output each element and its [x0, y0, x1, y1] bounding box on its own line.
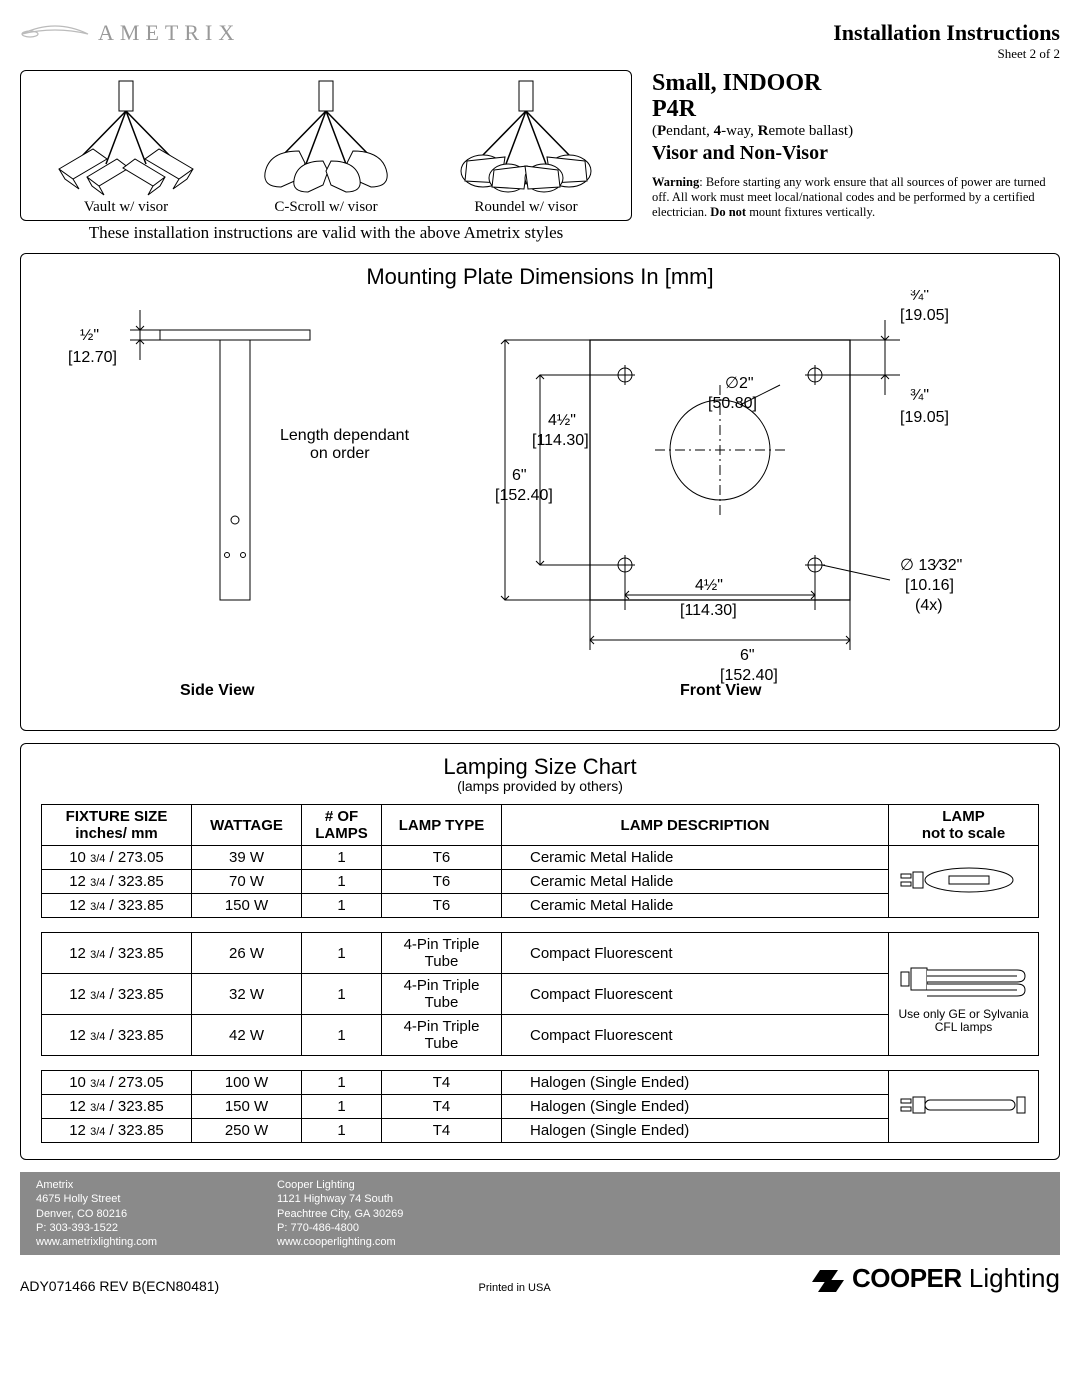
style-cscroll-label: C-Scroll w/ visor [231, 199, 421, 216]
footer-band: Ametrix 4675 Holly Street Denver, CO 802… [20, 1172, 1060, 1255]
dim-screw-qty: (4x) [915, 597, 943, 614]
style-vault: Vault w/ visor [31, 79, 221, 216]
dim-34-top-in: ¾" [910, 290, 929, 304]
vault-visor-icon [31, 79, 221, 199]
style-cscroll: C-Scroll w/ visor [231, 79, 421, 216]
table-row: 10 3/4 / 273.05100 W1T4Halogen (Single E… [42, 1071, 1039, 1095]
lamp-rows-1: 10 3/4 / 273.0539 W1T6Ceramic Metal Hali… [42, 846, 1039, 918]
model-name: Small, INDOOR P4R [652, 70, 1060, 123]
lamping-title: Lamping Size Chart [41, 754, 1039, 780]
doc-code: ADY071466 REV B(ECN80481) [20, 1278, 219, 1294]
style-roundel: Roundel w/ visor [431, 79, 621, 216]
diagram-box: Mounting Plate Dimensions In [mm] ½" [12… [20, 253, 1060, 731]
styles-note: These installation instructions are vali… [20, 223, 632, 243]
dim-half-mm: [12.70] [68, 349, 117, 366]
brand-text: AMETRIX [98, 20, 240, 46]
model-subtype: (Pendant, 4-way, Remote ballast) [652, 123, 1060, 140]
th-wattage: WATTAGE [192, 805, 302, 846]
dim-6-in: 6" [512, 467, 527, 484]
bottom-row: ADY071466 REV B(ECN80481) Printed in USA… [20, 1263, 1060, 1294]
dim-34-top-mm: [19.05] [900, 307, 949, 324]
footer-col2: Cooper Lighting 1121 Highway 74 South Pe… [277, 1178, 403, 1249]
model-warning: Warning: Before starting any work ensure… [652, 175, 1060, 220]
brand-swoosh-icon [20, 20, 90, 46]
doc-sheet: Sheet 2 of 2 [833, 46, 1060, 62]
th-type: LAMP TYPE [382, 805, 502, 846]
dim-hole-in: ∅2" [725, 375, 754, 392]
lamping-box: Lamping Size Chart (lamps provided by ot… [20, 743, 1060, 1160]
dim-4half-h-in: 4½" [695, 577, 723, 594]
side-view-label: Side View [180, 682, 255, 699]
lamping-subtitle: (lamps provided by others) [41, 778, 1039, 794]
style-vault-label: Vault w/ visor [31, 199, 221, 216]
table-row: 12 3/4 / 323.8526 W14-Pin Triple TubeCom… [42, 933, 1039, 974]
th-fixture: FIXTURE SIZE inches/ mm [42, 805, 192, 846]
brand-logo: AMETRIX [20, 20, 240, 46]
lamp-rows-2: 12 3/4 / 323.8526 W14-Pin Triple TubeCom… [42, 933, 1039, 1056]
roundel-visor-icon [431, 79, 621, 199]
model-info: Small, INDOOR P4R (Pendant, 4-way, Remot… [642, 70, 1060, 243]
th-desc: LAMP DESCRIPTION [502, 805, 889, 846]
lamp-table-1: FIXTURE SIZE inches/ mm WATTAGE # OF LAM… [41, 804, 1039, 918]
dim-34-bot-mm: [19.05] [900, 409, 949, 426]
dim-6-h-in: 6" [740, 647, 755, 664]
footer-col1: Ametrix 4675 Holly Street Denver, CO 802… [36, 1178, 157, 1249]
dim-4half-mm: [114.30] [532, 432, 589, 449]
cooper-logo: COOPER Lighting [810, 1263, 1060, 1294]
dim-screw-in: ∅ 13⁄32" [900, 557, 962, 574]
length-note-l2: on order [310, 445, 370, 462]
doc-title-block: Installation Instructions Sheet 2 of 2 [833, 20, 1060, 62]
style-roundel-label: Roundel w/ visor [431, 199, 621, 216]
table-row: 10 3/4 / 273.0539 W1T6Ceramic Metal Hali… [42, 846, 1039, 870]
dim-hole-mm2: [50.80] [708, 395, 757, 412]
dim-4half-in: 4½" [548, 412, 576, 429]
mounting-diagram: ½" [12.70] Length dependant on order Sid… [60, 290, 1020, 720]
th-num: # OF LAMPS [302, 805, 382, 846]
length-note-l1: Length dependant [280, 427, 410, 444]
dim-4half-h-mm: [114.30] [680, 602, 737, 619]
dim-screw-mm: [10.16] [905, 577, 954, 594]
th-img: LAMP not to scale [889, 805, 1039, 846]
dim-34-bot-in: ¾" [910, 387, 929, 404]
doc-title: Installation Instructions [833, 20, 1060, 46]
dim-half-in: ½" [80, 327, 99, 344]
page-header: AMETRIX Installation Instructions Sheet … [20, 20, 1060, 62]
model-visor: Visor and Non-Visor [652, 142, 1060, 165]
front-view-label: Front View [680, 682, 762, 699]
cooper-mark-icon [810, 1264, 846, 1294]
lamp-table-3: 10 3/4 / 273.05100 W1T4Halogen (Single E… [41, 1070, 1039, 1143]
styles-box: Vault w/ visor C-Scroll w/ visor [20, 70, 632, 221]
diagram-title: Mounting Plate Dimensions In [mm] [41, 264, 1039, 290]
lamp-table-2: 12 3/4 / 323.8526 W14-Pin Triple TubeCom… [41, 932, 1039, 1056]
lamp-rows-3: 10 3/4 / 273.05100 W1T4Halogen (Single E… [42, 1071, 1039, 1143]
dim-6-mm: [152.40] [495, 487, 553, 504]
top-section: Vault w/ visor C-Scroll w/ visor [20, 70, 1060, 243]
cscroll-visor-icon [231, 79, 421, 199]
printed-in: Printed in USA [479, 1282, 551, 1294]
